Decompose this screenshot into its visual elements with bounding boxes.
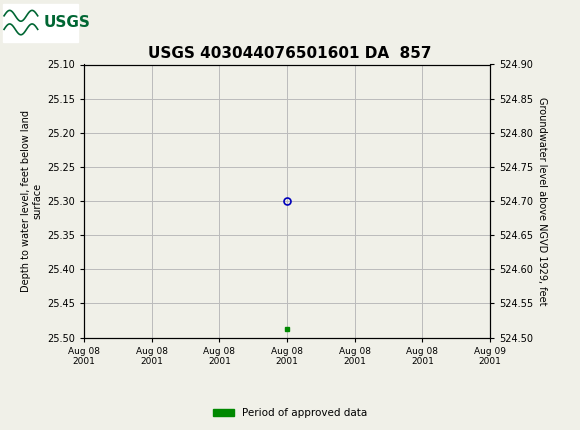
- Text: USGS 403044076501601 DA  857: USGS 403044076501601 DA 857: [148, 46, 432, 61]
- Legend: Period of approved data: Period of approved data: [209, 404, 371, 423]
- FancyBboxPatch shape: [3, 3, 78, 42]
- Y-axis label: Depth to water level, feet below land
surface: Depth to water level, feet below land su…: [21, 110, 43, 292]
- Y-axis label: Groundwater level above NGVD 1929, feet: Groundwater level above NGVD 1929, feet: [538, 97, 548, 305]
- Text: USGS: USGS: [44, 15, 90, 30]
